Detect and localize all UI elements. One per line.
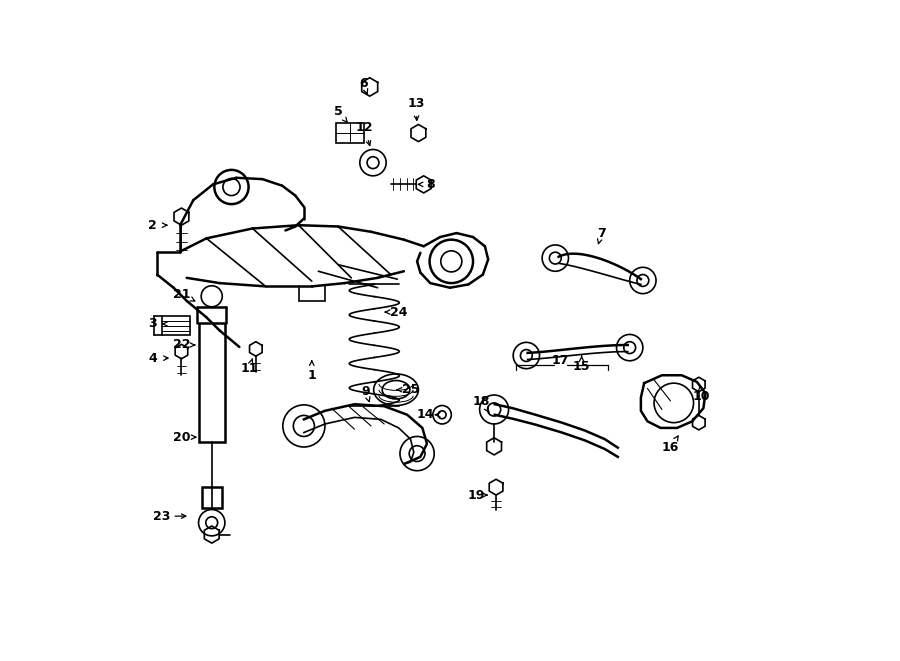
Text: 9: 9 bbox=[362, 385, 370, 397]
Text: 22: 22 bbox=[173, 338, 190, 352]
Text: 25: 25 bbox=[401, 383, 419, 396]
Text: 8: 8 bbox=[426, 178, 435, 191]
Text: 7: 7 bbox=[597, 227, 606, 239]
Text: 18: 18 bbox=[472, 395, 490, 408]
Text: 13: 13 bbox=[407, 97, 425, 110]
Text: 17: 17 bbox=[552, 354, 570, 367]
Text: 20: 20 bbox=[173, 430, 190, 444]
Text: 23: 23 bbox=[153, 510, 170, 523]
Text: 15: 15 bbox=[573, 360, 590, 373]
Text: 11: 11 bbox=[240, 362, 258, 375]
Text: 24: 24 bbox=[390, 305, 408, 319]
Text: 12: 12 bbox=[356, 121, 373, 134]
Text: 5: 5 bbox=[334, 105, 343, 118]
Text: 14: 14 bbox=[416, 408, 434, 421]
Text: 21: 21 bbox=[173, 288, 190, 301]
Text: 10: 10 bbox=[693, 390, 710, 403]
Text: 4: 4 bbox=[148, 352, 157, 365]
Text: 16: 16 bbox=[662, 441, 680, 454]
Text: 19: 19 bbox=[468, 488, 485, 502]
Text: 3: 3 bbox=[148, 317, 157, 330]
Text: 2: 2 bbox=[148, 219, 157, 232]
Text: 1: 1 bbox=[308, 369, 316, 382]
Text: 6: 6 bbox=[359, 77, 367, 89]
